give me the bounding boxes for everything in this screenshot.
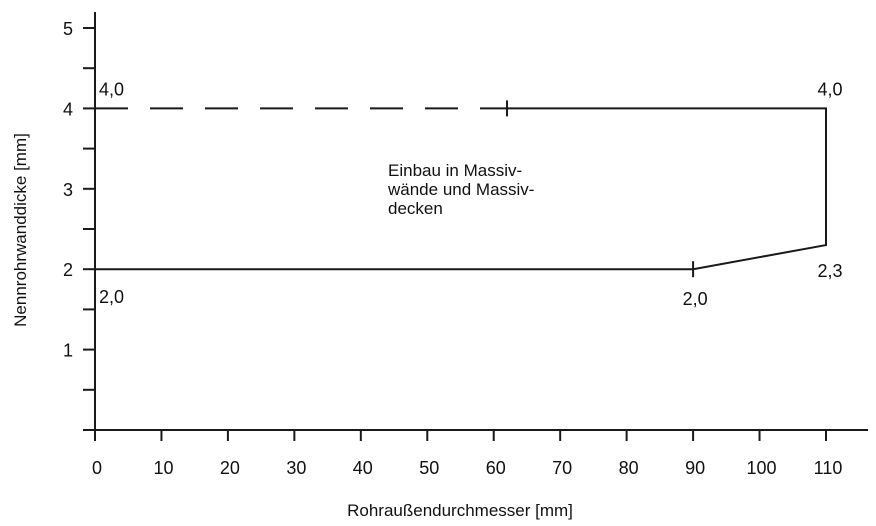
labels: 4,0 4,0 2,0 2,0 2,3 Einbau in Massiv-wände un…	[99, 79, 843, 309]
x-tick-label: 50	[419, 458, 439, 478]
x-axis-label: Rohraußendurchmesser [mm]	[347, 501, 573, 520]
data-label: 2,0	[683, 289, 708, 309]
axes: 0 10 20 30 40 50 60 70 80 90 100 110 1 2 3 4 5	[63, 12, 868, 478]
y-tick-label: 3	[63, 180, 73, 200]
data-label: 4,0	[99, 79, 124, 99]
annotation-line: decken	[388, 199, 443, 218]
x-tick-label: 10	[153, 458, 173, 478]
x-tick-label: 100	[747, 458, 777, 478]
x-tick-label: 40	[353, 458, 373, 478]
y-tick-label: 4	[63, 99, 73, 119]
y-tick-label: 5	[63, 19, 73, 39]
x-tick-label: 0	[92, 458, 102, 478]
x-tick-label: 70	[552, 458, 572, 478]
annotation-line: Einbau in Massiv-	[388, 161, 522, 180]
x-tick-label: 20	[220, 458, 240, 478]
annotation-line: wände und Massiv-	[387, 180, 534, 199]
x-tick-label: 110	[814, 458, 843, 478]
y-axis-label: Nennrohrwanddicke [mm]	[11, 133, 30, 327]
data-label: 2,0	[99, 287, 124, 307]
x-tick-label: 90	[685, 458, 705, 478]
solid-boundary-line	[95, 107, 827, 271]
x-tick-label: 60	[486, 458, 506, 478]
y-tick-label: 2	[63, 260, 73, 280]
curves	[95, 100, 827, 278]
x-tick-label: 80	[619, 458, 639, 478]
y-tick-label: 1	[63, 341, 73, 361]
x-tick-label: 30	[286, 458, 306, 478]
data-label: 2,3	[817, 261, 842, 281]
data-label: 4,0	[817, 79, 842, 99]
